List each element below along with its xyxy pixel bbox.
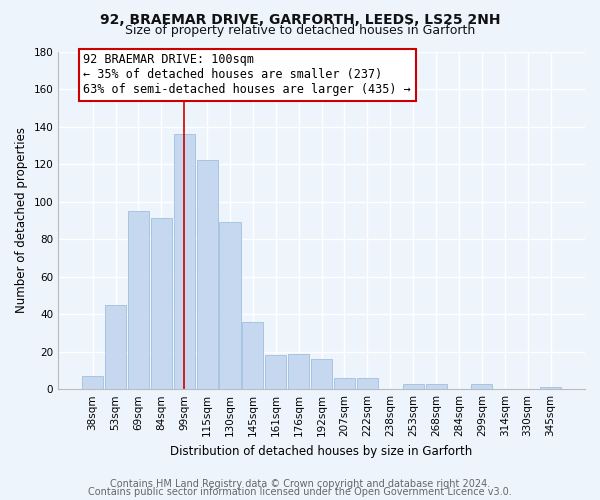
Text: 92 BRAEMAR DRIVE: 100sqm
← 35% of detached houses are smaller (237)
63% of semi-: 92 BRAEMAR DRIVE: 100sqm ← 35% of detach… (83, 54, 411, 96)
Text: 92, BRAEMAR DRIVE, GARFORTH, LEEDS, LS25 2NH: 92, BRAEMAR DRIVE, GARFORTH, LEEDS, LS25… (100, 12, 500, 26)
Text: Size of property relative to detached houses in Garforth: Size of property relative to detached ho… (125, 24, 475, 37)
Bar (540, 388, 561, 389)
Text: Contains public sector information licensed under the Open Government Licence v3: Contains public sector information licen… (88, 487, 512, 497)
Bar (311, 359, 332, 389)
Y-axis label: Number of detached properties: Number of detached properties (15, 128, 28, 314)
Bar (242, 322, 263, 389)
Bar (82, 376, 103, 389)
Bar (220, 222, 241, 389)
Bar (357, 378, 378, 389)
Bar (265, 356, 286, 389)
Bar (128, 211, 149, 389)
Bar (173, 134, 195, 389)
Bar (105, 305, 126, 389)
Bar (197, 160, 218, 389)
Bar (425, 384, 446, 389)
Bar (288, 354, 309, 389)
Bar (151, 218, 172, 389)
Text: Contains HM Land Registry data © Crown copyright and database right 2024.: Contains HM Land Registry data © Crown c… (110, 479, 490, 489)
Bar (472, 384, 493, 389)
Bar (334, 378, 355, 389)
Bar (403, 384, 424, 389)
X-axis label: Distribution of detached houses by size in Garforth: Distribution of detached houses by size … (170, 444, 473, 458)
